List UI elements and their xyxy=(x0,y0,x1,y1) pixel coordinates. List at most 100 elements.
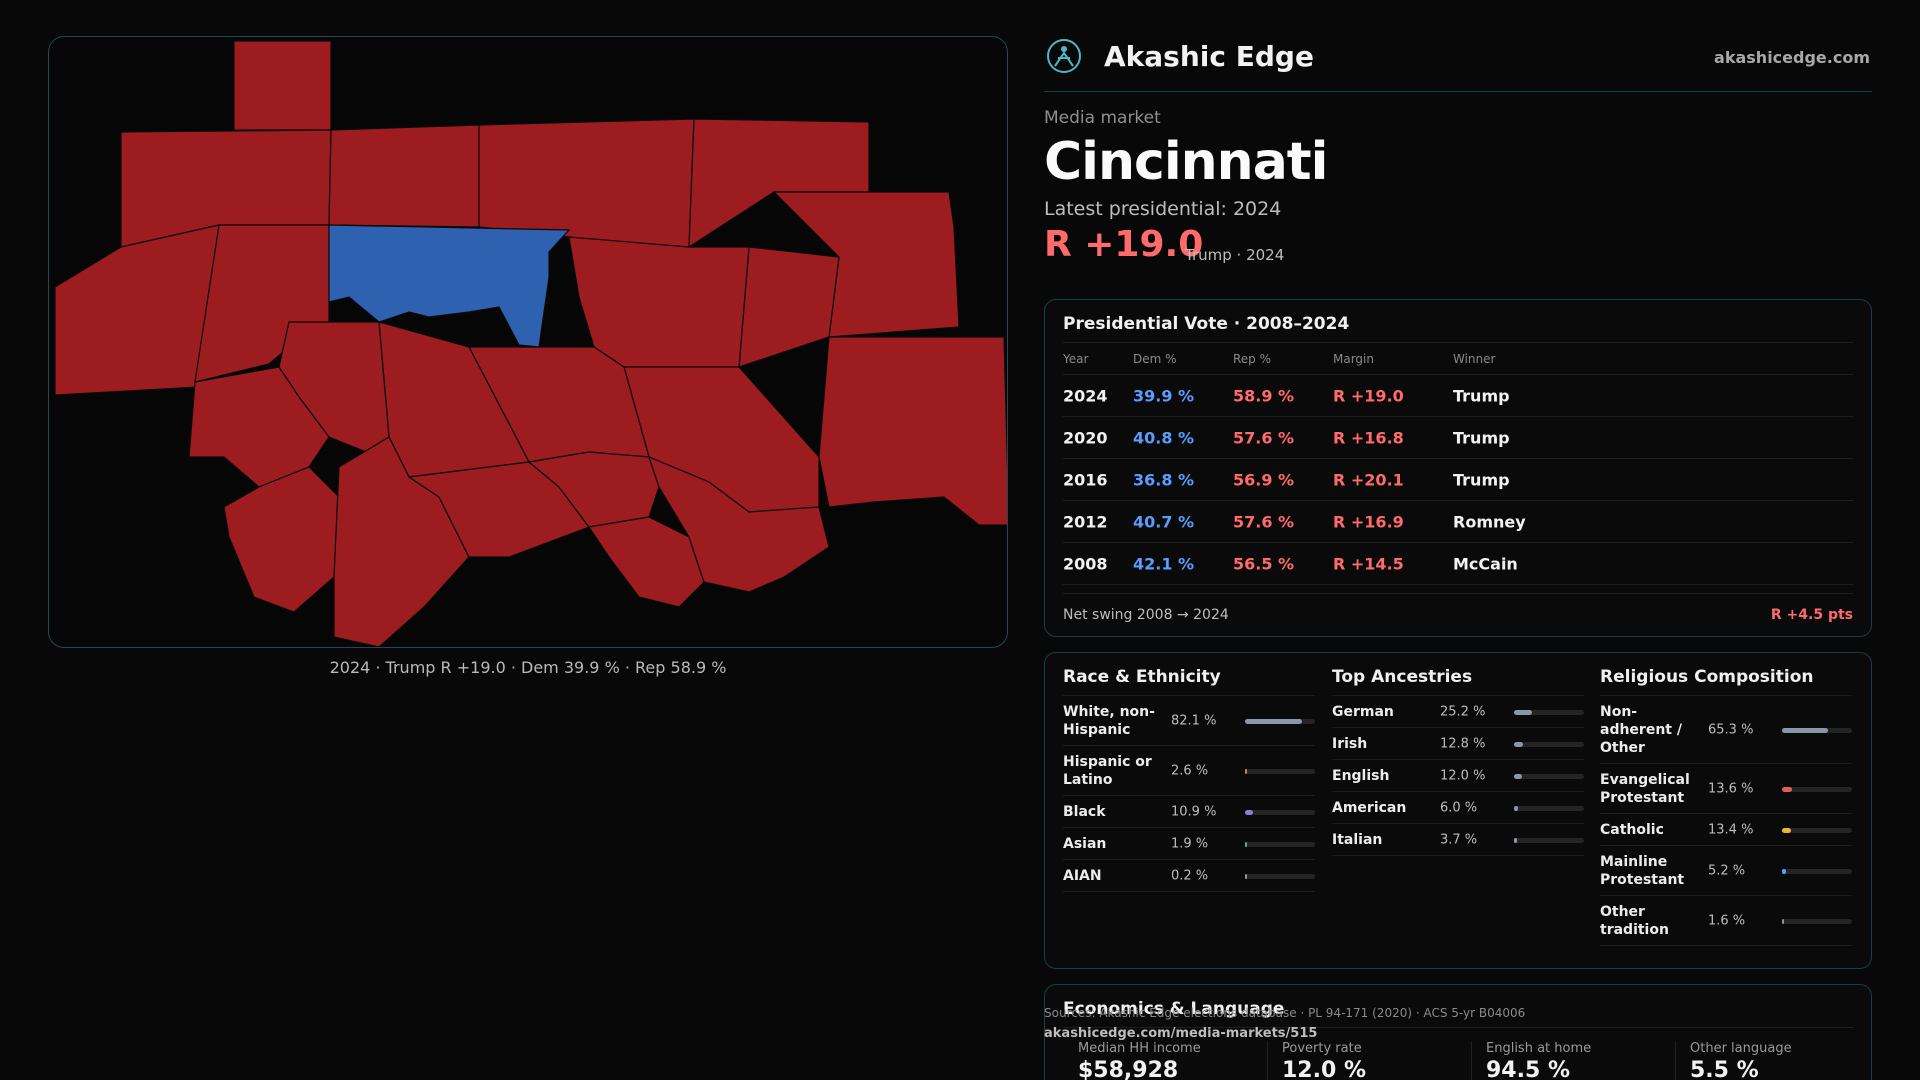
county-east-2[interactable] xyxy=(738,246,840,368)
religion-bar xyxy=(1782,827,1852,833)
table-row: 2008 42.1 % 56.5 % R +14.5 McCain xyxy=(1063,543,1853,585)
religion-column: Religious Composition Non-adherent / Oth… xyxy=(1600,667,1852,946)
brand-url[interactable]: akashicedge.com xyxy=(1714,48,1870,67)
ancestry-value: 12.8 % xyxy=(1440,736,1486,751)
divider xyxy=(1675,1041,1676,1080)
religion-value: 1.6 % xyxy=(1708,913,1746,928)
ancestry-title: Top Ancestries xyxy=(1332,667,1584,696)
latest-election: Latest presidential: 2024 xyxy=(1044,198,1282,220)
table-row: 2012 40.7 % 57.6 % R +16.9 Romney xyxy=(1063,501,1853,543)
cell-winner: McCain xyxy=(1453,554,1518,573)
presidential-vote-card: Presidential Vote · 2008–2024 Year Dem %… xyxy=(1044,299,1872,637)
race-label: Asian xyxy=(1063,835,1107,852)
stat-label: Poverty rate xyxy=(1282,1041,1362,1056)
cell-dem: 36.8 % xyxy=(1133,470,1195,489)
stat-label: Other language xyxy=(1690,1041,1792,1056)
cell-margin: R +19.0 xyxy=(1333,386,1404,405)
religion-bar-fill xyxy=(1782,786,1792,792)
county-central-1[interactable] xyxy=(568,236,750,368)
economics-stat: English at home 94.5 % xyxy=(1471,1041,1661,1080)
cell-year: 2024 xyxy=(1063,386,1108,405)
list-item: Evangelical Protestant 13.6 % xyxy=(1600,764,1852,814)
cell-winner: Trump xyxy=(1453,470,1510,489)
cell-margin: R +16.8 xyxy=(1333,428,1404,447)
ancestry-label: Italian xyxy=(1332,831,1383,848)
divider xyxy=(1267,1041,1268,1080)
cell-winner: Trump xyxy=(1453,386,1510,405)
religion-label: Other tradition xyxy=(1600,903,1669,938)
race-bar xyxy=(1245,809,1315,815)
net-swing: Net swing 2008 → 2024 R +4.5 pts xyxy=(1063,593,1853,633)
religion-label: Evangelical Protestant xyxy=(1600,771,1690,806)
list-item: White, non-Hispanic 82.1 % xyxy=(1063,696,1315,746)
county-north-1[interactable] xyxy=(233,40,332,131)
county-south-5[interactable] xyxy=(648,455,830,593)
info-panel: Akashic Edge akashicedge.com Media marke… xyxy=(1044,36,1872,272)
county-west-1[interactable] xyxy=(54,224,220,396)
county-north-4[interactable] xyxy=(478,118,695,248)
cell-year: 2008 xyxy=(1063,554,1108,573)
county-east-3[interactable] xyxy=(818,336,1008,526)
brand-name[interactable]: Akashic Edge xyxy=(1104,40,1314,73)
race-bar-fill xyxy=(1245,841,1247,847)
race-bar xyxy=(1245,873,1315,879)
ancestry-bar-fill xyxy=(1514,741,1523,747)
table-row: 2024 39.9 % 58.9 % R +19.0 Trump xyxy=(1063,375,1853,417)
list-item: German 25.2 % xyxy=(1332,696,1584,728)
religion-bar-fill xyxy=(1782,827,1792,833)
cell-margin: R +14.5 xyxy=(1333,554,1404,573)
race-title: Race & Ethnicity xyxy=(1063,667,1315,696)
religion-value: 13.6 % xyxy=(1708,781,1754,796)
cell-winner: Romney xyxy=(1453,512,1526,531)
race-bar-fill xyxy=(1245,718,1303,724)
col-margin: Margin xyxy=(1333,351,1374,366)
race-bar-fill xyxy=(1245,873,1247,879)
religion-bar xyxy=(1782,868,1852,874)
county-southwest-2[interactable] xyxy=(223,466,340,613)
divider xyxy=(1471,1041,1472,1080)
ancestry-value: 3.7 % xyxy=(1440,832,1478,847)
stat-value: 94.5 % xyxy=(1486,1058,1570,1080)
county-map-svg xyxy=(54,40,1008,647)
race-bar xyxy=(1245,841,1315,847)
ancestry-bar-fill xyxy=(1514,709,1532,715)
county-map xyxy=(48,36,1008,648)
cell-dem: 40.7 % xyxy=(1133,512,1195,531)
economics-stat: Other language 5.5 % xyxy=(1675,1041,1865,1080)
page-url[interactable]: akashicedge.com/media-markets/515 xyxy=(1044,1026,1318,1041)
religion-value: 65.3 % xyxy=(1708,722,1754,737)
religion-bar-fill xyxy=(1782,868,1786,874)
ancestry-value: 25.2 % xyxy=(1440,704,1486,719)
race-label: Black xyxy=(1063,803,1106,820)
stat-value: 12.0 % xyxy=(1282,1058,1366,1080)
race-column: Race & Ethnicity White, non-Hispanic 82.1… xyxy=(1063,667,1315,892)
race-value: 2.6 % xyxy=(1171,763,1209,778)
county-dem-highlight[interactable] xyxy=(328,224,571,348)
race-label: White, non-Hispanic xyxy=(1063,703,1155,738)
stat-value: $58,928 xyxy=(1078,1058,1179,1080)
race-label: Hispanic or Latino xyxy=(1063,753,1152,788)
ancestry-label: English xyxy=(1332,767,1390,784)
list-item: Asian 1.9 % xyxy=(1063,828,1315,860)
county-south-1[interactable] xyxy=(333,436,470,647)
list-item: Mainline Protestant 5.2 % xyxy=(1600,846,1852,896)
county-south-4[interactable] xyxy=(587,516,705,608)
religion-value: 13.4 % xyxy=(1708,822,1754,837)
county-south-3[interactable] xyxy=(527,451,660,528)
cell-dem: 39.9 % xyxy=(1133,386,1195,405)
county-north-3[interactable] xyxy=(328,124,480,228)
race-bar xyxy=(1245,768,1315,774)
cell-rep: 57.6 % xyxy=(1233,512,1295,531)
list-item: Other tradition 1.6 % xyxy=(1600,896,1852,946)
religion-title: Religious Composition xyxy=(1600,667,1852,696)
compass-person-icon[interactable] xyxy=(1046,38,1082,74)
list-item: Non-adherent / Other 65.3 % xyxy=(1600,696,1852,764)
cell-rep: 58.9 % xyxy=(1233,386,1295,405)
swing-value: R +4.5 pts xyxy=(1770,607,1853,623)
cell-winner: Trump xyxy=(1453,428,1510,447)
list-item: American 6.0 % xyxy=(1332,792,1584,824)
list-item: Hispanic or Latino 2.6 % xyxy=(1063,746,1315,796)
religion-bar-fill xyxy=(1782,918,1784,924)
list-item: English 12.0 % xyxy=(1332,760,1584,792)
race-value: 0.2 % xyxy=(1171,868,1209,883)
